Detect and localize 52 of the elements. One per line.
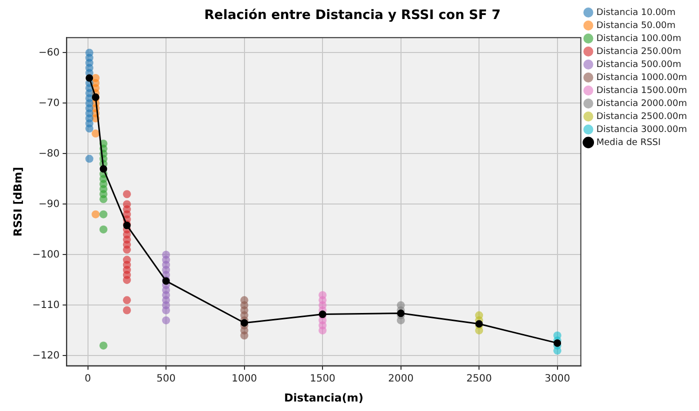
legend-label: Distancia 3000.00m bbox=[596, 124, 688, 135]
point bbox=[99, 195, 108, 204]
x-tick-label: 3000 bbox=[544, 373, 570, 384]
x-tick-label: 2500 bbox=[466, 373, 492, 384]
x-axis-title: Distancia(m) bbox=[284, 391, 364, 404]
x-tick-label: 500 bbox=[156, 373, 176, 384]
legend-label: Distancia 500.00m bbox=[596, 60, 682, 70]
point bbox=[99, 225, 108, 234]
legend-label: Distancia 2000.00m bbox=[596, 98, 688, 109]
x-tick-label: 2000 bbox=[388, 373, 414, 384]
point bbox=[240, 319, 248, 327]
point bbox=[122, 246, 131, 254]
point bbox=[554, 339, 562, 347]
legend-label: Distancia 250.00m bbox=[596, 46, 682, 57]
legend-label: Distancia 1000.00m bbox=[596, 72, 688, 83]
point bbox=[162, 306, 170, 314]
x-tick-label: 1000 bbox=[232, 373, 258, 384]
y-tick-label: −90 bbox=[38, 198, 60, 210]
y-tick-label: −120 bbox=[32, 350, 60, 362]
y-tick-label: −100 bbox=[32, 249, 60, 260]
y-axis-title: RSSI [dBm] bbox=[11, 166, 24, 236]
x-tick-label: 1500 bbox=[310, 373, 336, 384]
point bbox=[475, 326, 484, 334]
legend-label: Distancia 2500.00m bbox=[596, 112, 688, 122]
legend-label: Distancia 50.00m bbox=[596, 20, 676, 31]
legend-label: Distancia 100.00m bbox=[596, 34, 682, 44]
point bbox=[122, 190, 131, 198]
y-tick-label: −110 bbox=[32, 300, 60, 311]
point bbox=[86, 74, 94, 82]
y-tick-label: −80 bbox=[38, 148, 60, 160]
y-tick-label: −70 bbox=[38, 98, 60, 109]
point bbox=[122, 306, 131, 314]
point bbox=[122, 296, 131, 304]
chart-title: Relación entre Distancia y RSSI con SF 7 bbox=[204, 8, 501, 24]
point bbox=[318, 326, 327, 334]
point bbox=[92, 210, 100, 218]
point bbox=[553, 346, 562, 355]
x-tick-label: 0 bbox=[84, 373, 91, 384]
point bbox=[85, 124, 94, 132]
point bbox=[162, 316, 170, 324]
point bbox=[240, 332, 248, 340]
legend-label: Distancia 10.00m bbox=[596, 8, 676, 18]
point bbox=[85, 154, 94, 163]
point bbox=[100, 165, 108, 173]
legend-label: Distancia 1500.00m bbox=[596, 86, 688, 96]
point bbox=[99, 210, 108, 218]
point bbox=[99, 342, 108, 350]
legend-label: Media de RSSI bbox=[596, 138, 661, 148]
point bbox=[396, 316, 405, 324]
y-tick-label: −60 bbox=[38, 47, 60, 58]
point bbox=[122, 276, 131, 284]
point bbox=[92, 130, 100, 138]
